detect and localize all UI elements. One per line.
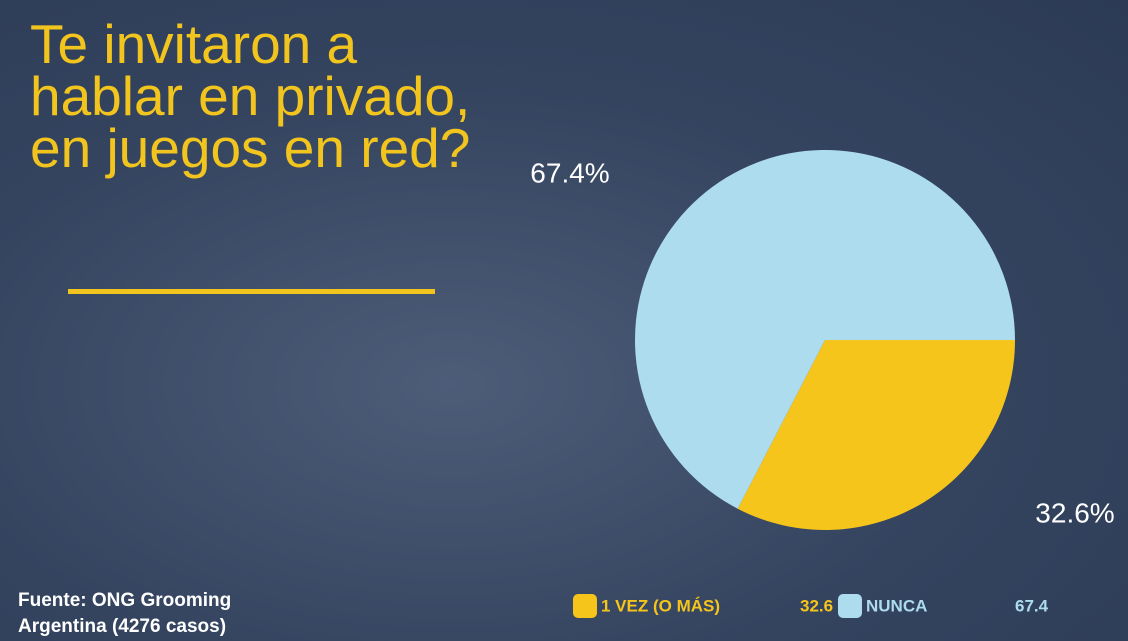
legend-label: 1 VEZ (O MÁS)	[601, 596, 720, 615]
data-label: 32.6%	[1035, 497, 1114, 528]
legend-swatch	[838, 594, 862, 618]
legend-value: 67.4	[1015, 596, 1049, 615]
legend-value: 32.6	[800, 596, 833, 615]
source-note: Fuente: ONG Grooming Argentina (4276 cas…	[18, 590, 232, 637]
data-label: 67.4%	[530, 157, 609, 188]
pie-slice	[634, 150, 1015, 509]
legend-label: NUNCA	[866, 596, 927, 615]
title-rule	[68, 289, 435, 294]
pie-slice	[737, 340, 1015, 530]
legend-swatch	[573, 594, 597, 618]
chart-title: Te invitaron a hablar en privado, en jue…	[30, 13, 471, 179]
